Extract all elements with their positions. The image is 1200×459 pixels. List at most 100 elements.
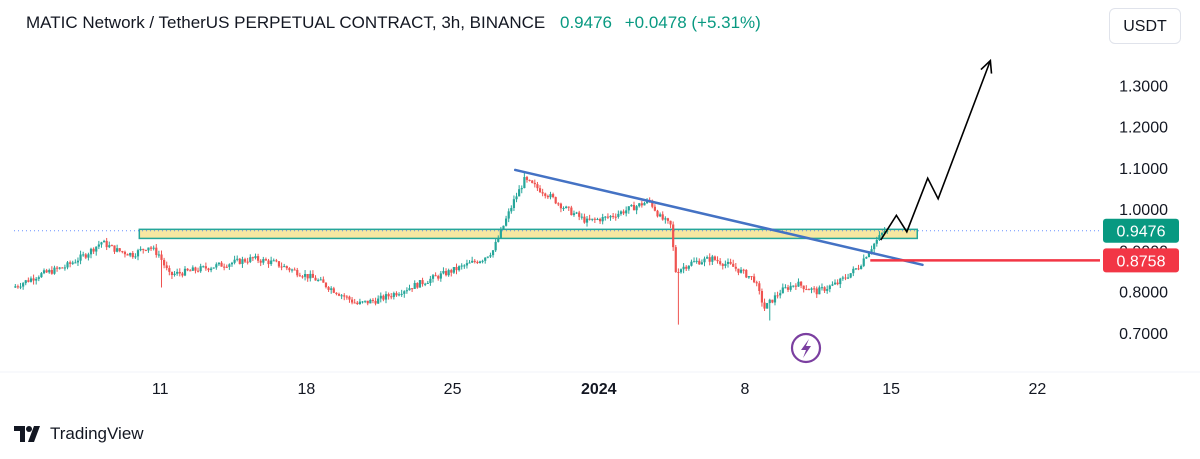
candle-body	[692, 261, 696, 263]
candle-body	[100, 242, 103, 245]
candle-body	[134, 256, 137, 258]
candle-body	[89, 248, 93, 255]
candle-body	[823, 287, 826, 291]
candle-body	[585, 218, 589, 223]
candle-body	[290, 269, 294, 271]
candle-body	[734, 266, 737, 269]
candle-body	[805, 289, 808, 291]
candle-body	[669, 220, 672, 225]
candle-body	[635, 206, 638, 211]
candle-body	[178, 271, 181, 274]
candle-body	[275, 260, 278, 262]
candle-body	[324, 282, 328, 288]
candle-body	[35, 278, 38, 281]
candle-body	[664, 218, 667, 220]
candle-body	[382, 295, 385, 300]
candle-body	[640, 203, 643, 206]
candle-body	[538, 188, 542, 193]
candle-body	[280, 266, 283, 268]
candle-body	[643, 203, 646, 206]
candle-body	[588, 218, 591, 220]
x-axis-tick-label: 11	[152, 381, 169, 398]
candle-body	[403, 291, 406, 294]
candle-body	[591, 218, 594, 220]
candle-body	[173, 273, 176, 276]
candle-body	[102, 240, 106, 243]
y-axis-tick-label: 0.8000	[1119, 285, 1168, 302]
y-axis-tick-label: 1.2000	[1119, 120, 1168, 137]
candle-body	[512, 199, 516, 209]
candle-body	[19, 286, 22, 288]
candle-body	[379, 295, 382, 299]
candle-body	[596, 218, 599, 220]
candle-body	[340, 295, 343, 297]
candle-body	[69, 262, 72, 264]
candle-body	[311, 273, 315, 278]
candle-body	[335, 292, 338, 294]
candle-body	[813, 288, 816, 290]
candle-body	[820, 287, 824, 289]
candle-body	[217, 262, 221, 265]
candle-body	[745, 270, 748, 278]
candle-body	[272, 260, 275, 262]
candle-body	[685, 266, 688, 269]
candle-body	[873, 243, 876, 250]
candle-body	[719, 261, 722, 265]
y-axis-tick-label: 1.3000	[1119, 78, 1168, 95]
candle-body	[327, 287, 330, 290]
candle-body	[317, 279, 320, 281]
candle-body	[476, 261, 479, 264]
candle-body	[58, 267, 61, 269]
candle-body	[726, 261, 730, 264]
y-axis-tick-label: 1.1000	[1119, 161, 1168, 178]
candle-body	[61, 267, 64, 269]
candle-body	[632, 204, 636, 211]
candle-body	[578, 212, 581, 217]
x-axis-tick-label: 15	[882, 381, 900, 398]
candle-body	[24, 280, 27, 284]
candle-body	[460, 265, 463, 267]
candle-body	[16, 286, 20, 288]
candle-body	[296, 269, 299, 276]
candle-body	[703, 258, 706, 263]
candles	[14, 172, 889, 325]
candle-body	[196, 270, 200, 272]
candle-body	[468, 262, 471, 264]
candle-body	[199, 266, 202, 272]
candle-body	[50, 270, 53, 274]
candle-body	[875, 239, 878, 244]
candle-body	[207, 268, 210, 271]
candle-body	[497, 237, 500, 242]
candle-body	[395, 293, 398, 296]
candle-body	[583, 216, 586, 223]
candle-body	[656, 210, 659, 217]
candle-body	[123, 251, 127, 255]
candle-body	[463, 265, 466, 267]
candle-body	[779, 293, 782, 296]
candle-body	[337, 293, 341, 296]
support-price-tag: 0.8758	[1103, 248, 1179, 273]
candle-body	[606, 216, 610, 218]
candle-body	[471, 260, 474, 263]
candle-body	[424, 283, 427, 285]
candle-body	[233, 259, 236, 263]
candle-body	[66, 262, 69, 268]
candle-body	[350, 299, 354, 303]
candle-body	[682, 266, 685, 270]
candle-body	[651, 200, 654, 207]
candle-body	[160, 254, 163, 260]
candle-body	[79, 254, 82, 261]
candle-body	[82, 254, 85, 256]
candle-body	[314, 277, 317, 281]
currency-button[interactable]: USDT	[1109, 8, 1181, 44]
candle-body	[209, 268, 213, 271]
candle-body	[371, 299, 375, 301]
candle-body	[152, 247, 155, 249]
candle-body	[322, 279, 325, 283]
candle-body	[437, 276, 440, 279]
x-axis-tick-label: 25	[444, 381, 462, 398]
candle-body	[254, 256, 257, 259]
candle-body	[781, 287, 784, 294]
candle-body	[277, 261, 281, 267]
